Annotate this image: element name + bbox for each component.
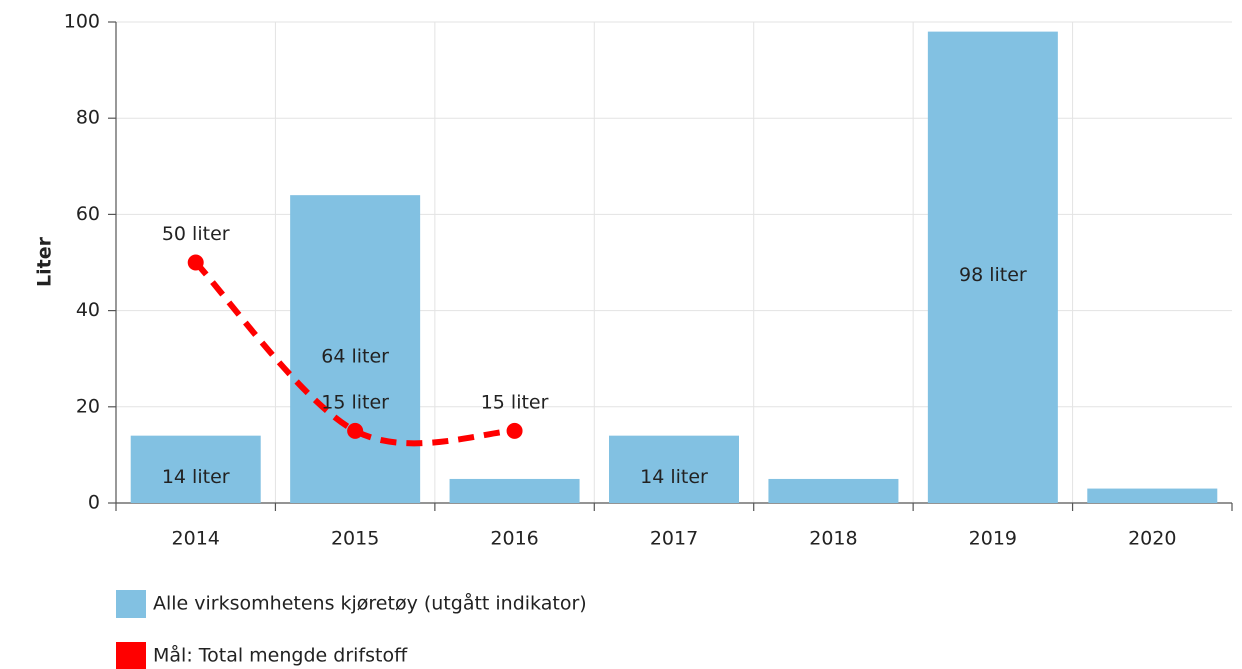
bar <box>130 435 261 503</box>
target-point <box>187 254 204 271</box>
legend-label: Mål: Total mengde drifstoff <box>153 644 408 667</box>
target-line <box>193 260 515 447</box>
y-tick-label: 100 <box>64 11 100 33</box>
target-point <box>506 422 523 439</box>
x-tick-label: 2017 <box>650 528 698 550</box>
bar <box>609 435 739 503</box>
bar <box>768 478 899 503</box>
bar <box>927 31 1058 504</box>
bar-value-label: 14 liter <box>640 466 708 488</box>
bar <box>1087 488 1218 503</box>
legend-swatch <box>116 590 146 618</box>
x-tick-label: 2016 <box>490 528 538 550</box>
target-point <box>347 422 364 439</box>
x-tick-label: 2015 <box>331 528 379 550</box>
bar-value-label: 14 liter <box>162 466 230 488</box>
bar-value-label: 64 liter <box>321 346 389 368</box>
y-tick-label: 0 <box>88 492 100 514</box>
legend-swatch <box>116 642 146 669</box>
bar <box>449 478 580 503</box>
x-tick-label: 2019 <box>969 528 1017 550</box>
y-tick-label: 40 <box>76 299 100 321</box>
line-value-label: 50 liter <box>162 223 230 245</box>
x-tick-label: 2014 <box>172 528 220 550</box>
y-tick-label: 80 <box>76 107 100 129</box>
line-value-label: 15 liter <box>481 391 549 413</box>
bar-value-label: 98 liter <box>959 264 1027 286</box>
x-tick-label: 2018 <box>809 528 857 550</box>
legend-label: Alle virksomhetens kjøretøy (utgått indi… <box>153 592 587 615</box>
x-tick-label: 2020 <box>1128 528 1176 550</box>
line-value-label: 15 liter <box>321 391 389 413</box>
y-tick-label: 20 <box>76 395 100 417</box>
y-tick-label: 60 <box>76 203 100 225</box>
y-axis-label: Liter <box>34 236 56 287</box>
bar <box>290 195 421 503</box>
